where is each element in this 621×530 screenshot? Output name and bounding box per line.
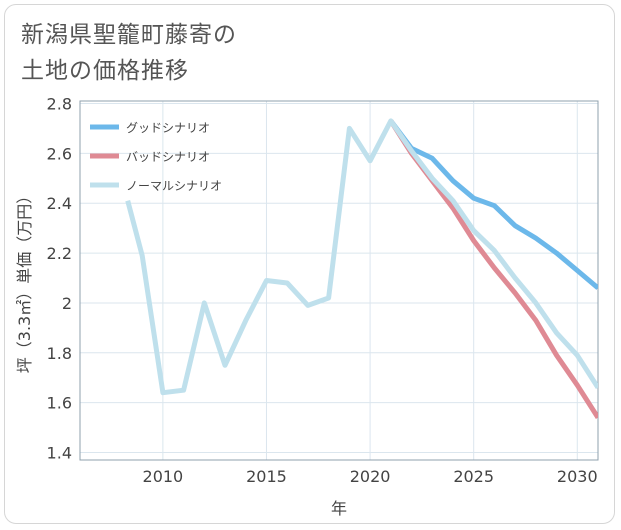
legend-label-normal: ノーマルシナリオ bbox=[126, 179, 222, 193]
y-tick-label: 1.4 bbox=[47, 444, 72, 463]
chart-title-line-2: 土地の価格推移 bbox=[21, 58, 189, 84]
series-lines bbox=[125, 118, 598, 419]
x-axis-title: 年 bbox=[331, 499, 347, 518]
x-tick-label: 2015 bbox=[246, 467, 287, 486]
y-tick-label: 2.8 bbox=[47, 94, 72, 113]
chart-card: 新潟県聖籠町藤寄の 土地の価格推移 bbox=[4, 4, 615, 524]
series-line-normal bbox=[125, 118, 598, 396]
y-tick-label: 1.8 bbox=[47, 344, 72, 363]
series-line-good bbox=[388, 119, 598, 290]
y-tick-label: 2.2 bbox=[47, 244, 72, 263]
y-tick-label: 1.6 bbox=[47, 394, 72, 413]
y-tick-label: 2 bbox=[62, 294, 72, 313]
chart-title: 新潟県聖籠町藤寄の 土地の価格推移 bbox=[21, 17, 237, 89]
y-tick-label: 2.4 bbox=[47, 194, 72, 213]
legend-label-bad: バッドシナリオ bbox=[126, 150, 210, 164]
x-tick-label: 2025 bbox=[453, 467, 494, 486]
plot-area-frame bbox=[79, 100, 599, 461]
y-axis-title: 坪（3.3㎡）単価（万円） bbox=[15, 188, 34, 373]
y-tick-label: 2.6 bbox=[47, 144, 72, 163]
x-tick-label: 2030 bbox=[557, 467, 598, 486]
legend-label-good: グッドシナリオ bbox=[126, 121, 210, 135]
chart-title-line-1: 新潟県聖籠町藤寄の bbox=[21, 22, 237, 48]
x-tick-label: 2010 bbox=[143, 467, 184, 486]
axis-ticks: 2010 2015 2020 2025 2030 1.4 1.6 1.8 2 2.2 2.4 2.6 2… bbox=[47, 94, 598, 486]
x-tick-label: 2020 bbox=[350, 467, 391, 486]
